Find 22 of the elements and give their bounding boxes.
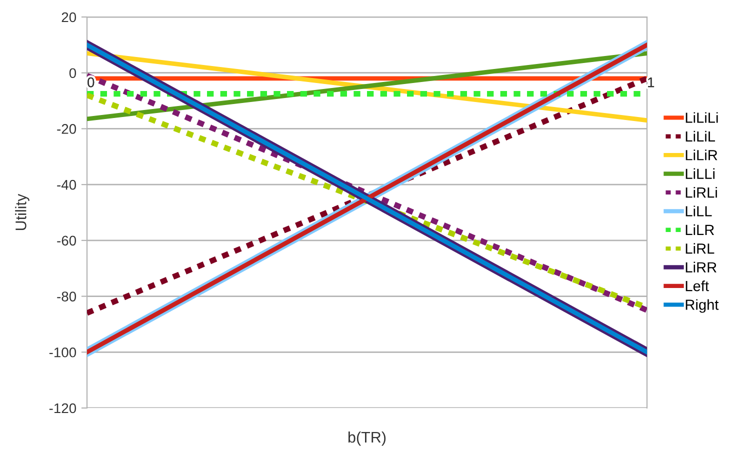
y-tick-label: -120 <box>49 403 76 414</box>
legend-label: Right <box>686 299 719 313</box>
legend-label: LiLiR <box>686 150 718 160</box>
legend-label: LiLR <box>686 224 714 235</box>
x-axis-title: b(TR) <box>348 431 386 446</box>
legend-label: LiLiLi <box>686 112 718 123</box>
y-tick-label: -80 <box>57 292 76 302</box>
x-tick-label: 1 <box>648 78 654 88</box>
y-tick-label: -20 <box>57 124 76 134</box>
legend-label: LiLLi <box>686 168 715 179</box>
y-tick-label: 20 <box>62 12 76 22</box>
y-axis-title: Utility <box>15 194 30 230</box>
legend-label: LiRL <box>686 243 714 254</box>
y-tick-label: -40 <box>57 180 76 190</box>
legend-label: LiRLi <box>686 187 717 198</box>
y-tick-label: -60 <box>57 236 76 246</box>
legend-label: LiRR <box>686 262 716 272</box>
legend-label: Left <box>686 280 709 292</box>
y-tick-label: -100 <box>49 347 76 358</box>
y-tick-label: 0 <box>69 68 76 78</box>
legend-label: LiLL <box>686 206 712 216</box>
legend-label: LiLiL <box>686 130 716 142</box>
